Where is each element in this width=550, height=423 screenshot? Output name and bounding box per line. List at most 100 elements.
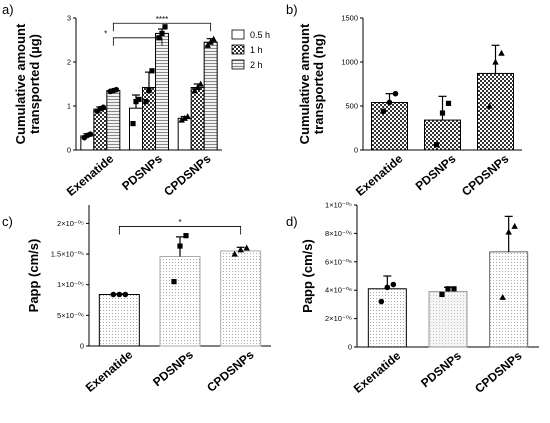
panel-b-data-point: [386, 99, 393, 106]
panel-c-data-point: [177, 243, 183, 249]
panel-a-data-point: [113, 86, 120, 93]
panel-c-data-point: [110, 291, 117, 298]
panel-a-data-point: [130, 121, 136, 127]
panel-d-data-point: [451, 286, 457, 292]
panel-b-data-point: [445, 100, 452, 106]
panel-a-chart: 0 1 2 3 Cumulative amounttransported (µg) Exe…: [13, 14, 270, 199]
panel-b-ytick-label: 1000: [341, 58, 358, 67]
panel-a-data-point: [210, 35, 217, 42]
panel-a-y-title-line: Cumulative amount: [13, 23, 28, 144]
panel-a-data-point: [143, 99, 149, 105]
panel-d-y-title: Papp (cm/s): [300, 239, 315, 313]
panel-d-category-label: PDSNPs: [418, 348, 464, 390]
panel-a-bar: [93, 108, 108, 151]
panel-b-chart: 0 500 1000 1500 Cumulative amounttransported…: [297, 14, 522, 199]
panel-b-data-point: [439, 110, 446, 116]
panel-a-data-point: [87, 131, 94, 137]
panel-c-ytick-label: 1.5×10⁻⁰⁵: [51, 250, 84, 259]
panel-a-significance-bracket: [112, 22, 212, 32]
panel-d-category-label: CPDSNPs: [472, 348, 525, 395]
panel-a-data-point: [181, 114, 188, 121]
panel-d-y-title-line: Papp (cm/s): [300, 239, 315, 313]
panel-c-chart: 0 5×10⁻⁰⁶ 1×10⁻⁰⁵ 1.5×10⁻⁰⁵ 2×10⁻⁰⁵ Papp (cm/…: [26, 205, 271, 395]
panel-a-data-point: [162, 24, 168, 30]
panel-c-letter: c): [2, 214, 13, 229]
panel-b-ytick-label: 0: [354, 146, 358, 155]
panel-b-data-point: [380, 108, 387, 115]
panel-d-ytick-label: 6×10⁻⁰⁶: [325, 257, 352, 266]
panel-d-data-point: [499, 293, 506, 300]
panel-a-significance-label: *: [104, 29, 107, 38]
panel-b-bar: [477, 72, 514, 151]
panel-d-category-label: Exenatide: [351, 348, 404, 395]
panel-c-ytick-label: 5×10⁻⁰⁶: [57, 311, 84, 320]
panel-d-ytick-label: 2×10⁻⁰⁶: [325, 314, 352, 323]
panel-d-bar: [428, 291, 468, 348]
panel-d-ytick-label: 4×10⁻⁰⁶: [325, 286, 352, 295]
panel-a-ytick-label: 1: [67, 102, 71, 111]
panel-a-data-point: [149, 68, 155, 74]
panel-b-bar: [424, 119, 461, 151]
panel-d-data-point: [384, 284, 391, 291]
panel-b-y-title-line: Cumulative amount: [297, 23, 312, 144]
panel-c-ytick-label: 0: [80, 342, 84, 351]
panel-b-category-label: CPDSNPs: [459, 151, 512, 198]
panel-a-bar: [177, 117, 192, 151]
panel-c-data-point: [171, 279, 177, 285]
panel-a-bar: [203, 41, 218, 151]
panel-a-data-point: [197, 80, 204, 87]
panel-b-data-point: [498, 49, 505, 56]
panel-b-category-label: PDSNPs: [413, 151, 459, 193]
panel-c-bar: [220, 250, 262, 347]
panel-d-chart: 0 2×10⁻⁰⁶ 4×10⁻⁰⁶ 6×10⁻⁰⁶ 8×10⁻⁰⁶ 1×10⁻⁰⁵ Papp…: [300, 201, 539, 396]
panel-a-data-point: [204, 41, 211, 48]
panel-d-ytick-label: 1×10⁻⁰⁵: [325, 201, 352, 210]
panel-c-ytick-label: 1×10⁻⁰⁵: [57, 280, 84, 289]
panel-a-data-point: [133, 99, 139, 105]
panel-b-y-title-line: transported (ng): [311, 34, 326, 134]
panel-a-category-label: Exenatide: [64, 151, 117, 198]
panel-a-ytick-label: 0: [67, 146, 71, 155]
panel-a-legend-swatch: [231, 44, 245, 55]
panel-a-data-point: [159, 30, 165, 36]
panel-c-category-label: CPDSNPs: [204, 347, 257, 394]
panel-c-data-point: [243, 244, 250, 251]
panel-a-bar: [142, 87, 156, 151]
panel-a-legend-swatch: [231, 59, 245, 70]
panel-b-ytick-label: 1500: [341, 14, 358, 23]
panel-a-bar: [106, 90, 121, 151]
panel-b-letter: b): [286, 2, 298, 17]
panel-c-category-label: PDSNPs: [150, 347, 196, 389]
panel-c-significance-bracket: [118, 226, 242, 235]
panel-a-category-label: CPDSNPs: [161, 151, 214, 198]
panel-c-data-point: [237, 246, 244, 253]
panel-b-category-label: Exenatide: [353, 151, 406, 198]
panel-d-ytick-label: 8×10⁻⁰⁶: [325, 229, 352, 238]
panel-c-category-label: Exenatide: [83, 347, 136, 394]
panel-d-data-point: [445, 286, 451, 292]
panel-a-legend-swatch: [231, 29, 245, 40]
panel-b-data-point: [392, 90, 399, 97]
panel-d-letter: d): [286, 214, 298, 229]
panel-b-data-point: [433, 142, 440, 148]
panel-b-data-point: [492, 58, 499, 65]
panel-a-significance-label: ****: [156, 15, 168, 24]
panel-b-bar: [371, 101, 408, 151]
panel-a-data-point: [191, 87, 198, 94]
panel-a-bar: [190, 87, 205, 151]
panel-b-y-title: Cumulative amounttransported (ng): [297, 23, 326, 144]
panel-c-data-point: [231, 250, 238, 257]
panel-c-bar: [159, 255, 201, 347]
panel-a-significance-bracket: [112, 37, 163, 46]
panel-a-data-point: [146, 88, 152, 94]
panel-c-data-point: [183, 233, 189, 239]
panel-a-data-point: [178, 116, 185, 123]
panel-d-data-point: [511, 222, 518, 229]
panel-a-bar: [155, 32, 169, 151]
panel-a-ytick-label: 3: [67, 14, 71, 23]
panel-a-data-point: [136, 96, 142, 102]
panel-a-legend-label: 2 h: [250, 60, 263, 70]
panel-c-bar: [98, 294, 140, 347]
panel-c-data-point: [116, 291, 123, 298]
